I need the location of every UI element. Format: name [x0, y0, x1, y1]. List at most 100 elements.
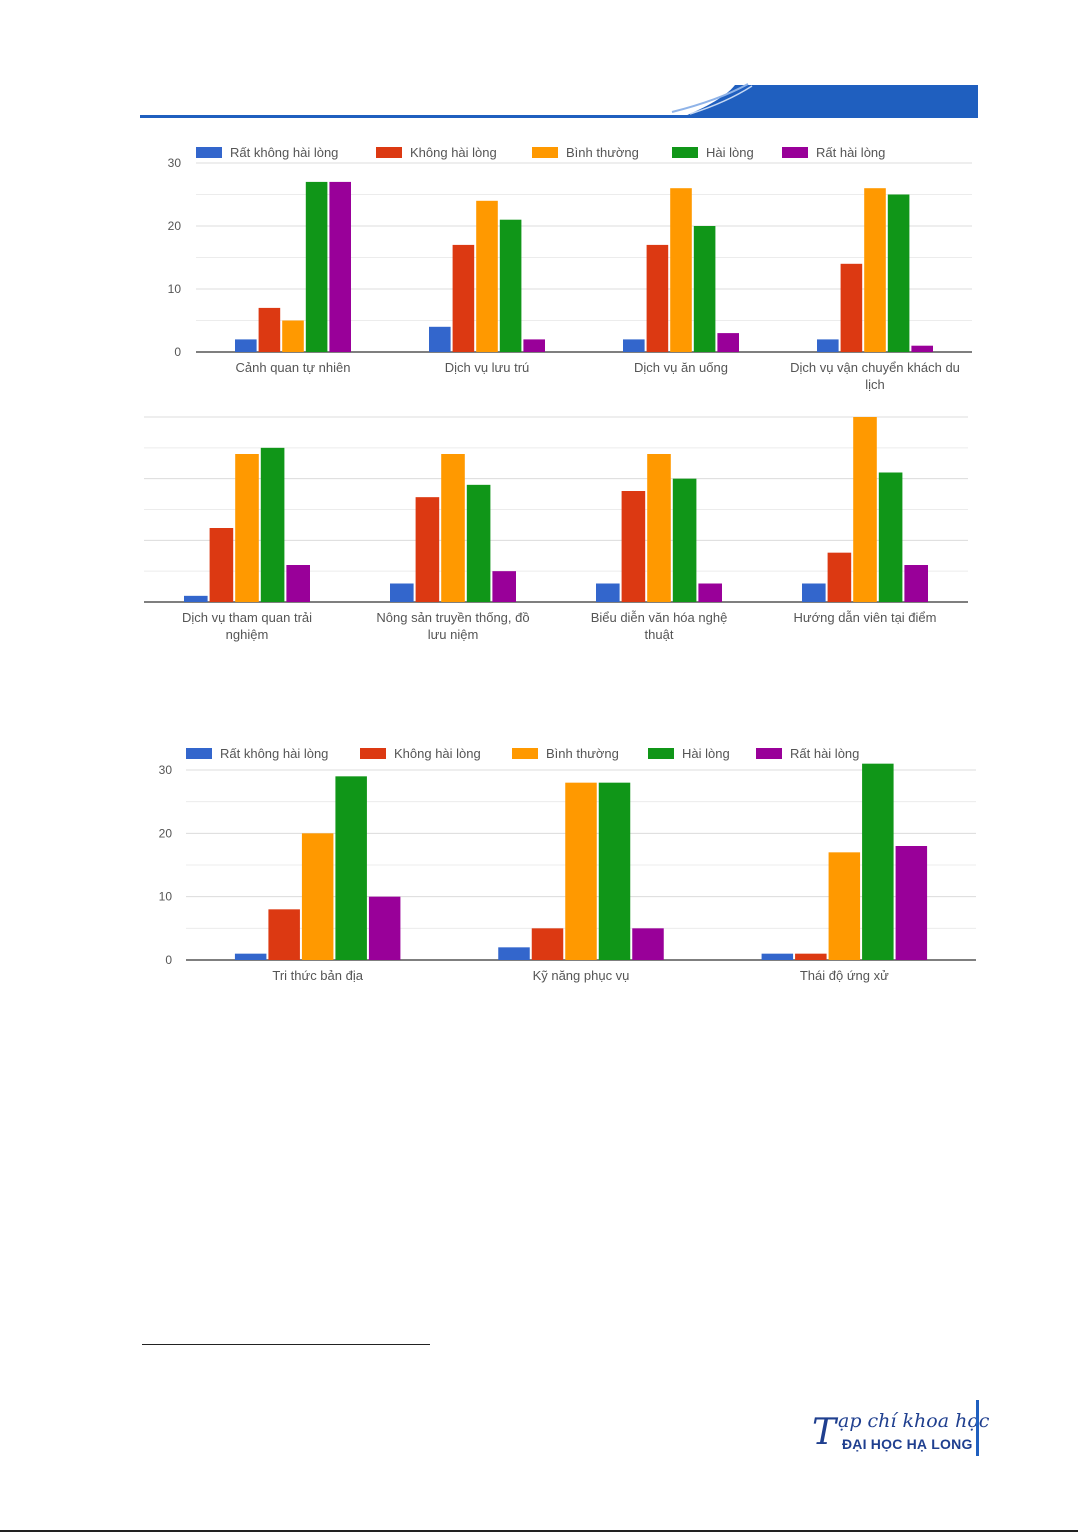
chart-top-legend-swatch-2 [532, 147, 558, 158]
chart-top-panel-2-bar [235, 454, 259, 602]
chart-top-panel-1-bar [864, 188, 886, 352]
chart-top: 0 10 20 30 Cảnh quan tự nhiên Dịch vụ lưu tr… [144, 145, 972, 642]
journal-logo: T ạp chí khoa học ĐẠI HỌC HẠ LONG [808, 1398, 990, 1462]
chart-bottom-legend-label-4: Rất hài lòng [790, 746, 859, 761]
chart-top-panel-1-category-label: Cảnh quan tự nhiên [236, 360, 351, 375]
chart-bottom-panel-category-label: Thái độ ứng xử [800, 968, 889, 983]
chart-top-legend-swatch-3 [672, 147, 698, 158]
chart-top-panel-2-bar [827, 552, 852, 602]
chart-bottom-panel-bar [531, 928, 564, 960]
chart-top-panel-1-bar [840, 263, 863, 352]
chart-top-legend-swatch-0 [196, 147, 222, 158]
chart-top-panel-2-bar [802, 583, 826, 602]
chart-bottom-panel-bar [268, 909, 300, 960]
chart-top-panel-1-bar [499, 219, 522, 352]
chart-bottom-panel-y-tick-label: 20 [159, 826, 173, 840]
chart-bottom-legend-swatch-2 [512, 748, 538, 759]
chart-top-panel-2-bar [390, 583, 414, 602]
chart-bottom-panel-bar [498, 947, 530, 960]
chart-top-panel-2-bar [698, 583, 722, 602]
header-swoosh [689, 85, 753, 115]
chart-top-panel-2-bar [672, 478, 697, 602]
chart-bottom: 0 10 20 30 Tri thức bản địa Kỹ năng phục vụ T… [159, 746, 976, 983]
chart-top-panel-1-bar [452, 244, 475, 352]
chart-top-panel-1-bar [476, 200, 498, 352]
chart-top-panel-1-bar [693, 226, 716, 352]
chart-top-category-labels: Cảnh quan tự nhiên Dịch vụ lưu trú Dịch vụ… [182, 360, 960, 642]
chart-bottom-panel-bar [598, 782, 631, 960]
chart-bottom-panel-bar [335, 776, 367, 960]
chart-top-panel-2-bar [853, 417, 877, 602]
footnote-rule [142, 1344, 430, 1345]
chart-top-legend-swatch-1 [376, 147, 402, 158]
chart-top-panel-2-category-label: Dịch vụ tham quan trải [182, 610, 312, 625]
chart-top-panel-1-bar [817, 339, 839, 352]
chart-bottom-legend-label-0: Rất không hài lòng [220, 746, 328, 761]
chart-top-legend-label-4: Rất hài lòng [816, 145, 885, 160]
chart-top-panel-2-bar [286, 565, 310, 602]
chart-bottom-panel-bar [895, 846, 928, 960]
chart-top-panel-1-bar [282, 320, 304, 352]
chart-bottom-panel-category-label: Kỹ năng phục vụ [533, 968, 630, 983]
chart-top-panel-2-bar [596, 583, 620, 602]
chart-top-panel-2-category-label: Hướng dẫn viên tại điểm [794, 610, 937, 625]
chart-bottom-legend-swatch-4 [756, 748, 782, 759]
chart-bottom-panel-y-tick-label: 30 [159, 763, 173, 777]
chart-bottom-panel-bar [632, 928, 664, 960]
chart-bottom-panel-y-tick-label: 10 [159, 890, 173, 904]
chart-top-panel-1-bar [523, 339, 545, 352]
chart-top-legend-label-2: Bình thường [566, 145, 639, 160]
chart-top-panel-2-category-label: Biểu diễn văn hóa nghệ [591, 610, 728, 625]
chart-top-panel-1-bar [305, 181, 328, 352]
chart-top-panel-1-bar [670, 188, 692, 352]
chart-top-panel-1-y-tick-label: 10 [168, 282, 182, 296]
chart-bottom-panel-bar [761, 953, 794, 960]
journal-logo-initial: T [812, 1412, 837, 1453]
header-blue-tab [680, 85, 978, 118]
chart-top-panel-2-bar [647, 454, 671, 602]
chart-top-legend-label-0: Rất không hài lòng [230, 145, 338, 160]
chart-bottom-panel-bar [828, 852, 861, 960]
chart-top-legend: Rất không hài lòng Không hài lòng Bình thư… [196, 145, 885, 160]
chart-bottom-panel-bar [368, 896, 401, 960]
chart-top-panel-2-bar [260, 447, 285, 602]
chart-bottom-legend-swatch-3 [648, 748, 674, 759]
chart-bottom-panel-category-label: Tri thức bản địa [272, 968, 363, 983]
chart-top-panel-2-bar [492, 571, 516, 602]
chart-bottom-panel-y-tick-label: 0 [165, 953, 172, 967]
chart-top-panel-1-bar [911, 345, 933, 352]
chart-top-panel-2-bar [441, 454, 465, 602]
chart-top-panel-1-y-tick-label: 30 [168, 156, 182, 170]
chart-top-panel-2-category-label: Nông sản truyền thống, đồ [376, 610, 529, 625]
chart-top-panel-1-bar [717, 333, 739, 352]
chart-top-panel-1-category-label: Dịch vụ lưu trú [445, 360, 530, 375]
chart-bottom-panel-bar [565, 782, 597, 960]
chart-top-legend-label-3: Hài lòng [706, 145, 754, 160]
chart-top-bars [184, 181, 933, 602]
chart-bottom-legend-swatch-0 [186, 748, 212, 759]
chart-top-panel-2-category-label: lưu niệm [428, 627, 479, 642]
chart-bottom-legend-label-1: Không hài lòng [394, 746, 481, 761]
chart-top-panel-2-bar [415, 497, 440, 602]
chart-top-panel-2-bar [209, 528, 234, 602]
chart-top-panel-1-bar [429, 326, 451, 352]
chart-top-panel-2-category-label: nghiệm [226, 627, 269, 642]
chart-top-panel-1-y-tick-label: 20 [168, 219, 182, 233]
chart-top-panel-1-bar [623, 339, 645, 352]
chart-top-panel-2-category-label: thuật [645, 627, 674, 642]
chart-bottom-panel-bar [234, 953, 267, 960]
chart-top-panel-1-bar [329, 181, 351, 352]
chart-bottom-y-axis: 0 10 20 30 [159, 763, 173, 967]
chart-top-panel-1-category-label: Dịch vụ ăn uống [634, 360, 728, 375]
chart-bottom-legend-swatch-1 [360, 748, 386, 759]
journal-logo-script: ạp chí khoa học [838, 1410, 990, 1432]
chart-top-panel-2-bar [184, 595, 208, 602]
chart-top-panel-2-bar [621, 491, 646, 602]
chart-bottom-panel-bar [795, 953, 827, 960]
chart-top-panel-2-bar [466, 484, 491, 602]
chart-bottom-legend-label-3: Hài lòng [682, 746, 730, 761]
chart-top-panel-2-bar [878, 472, 903, 602]
chart-top-y-axis: 0 10 20 30 [168, 156, 182, 359]
chart-bottom-bars [234, 763, 928, 960]
page-bottom-rule [0, 1530, 1078, 1532]
